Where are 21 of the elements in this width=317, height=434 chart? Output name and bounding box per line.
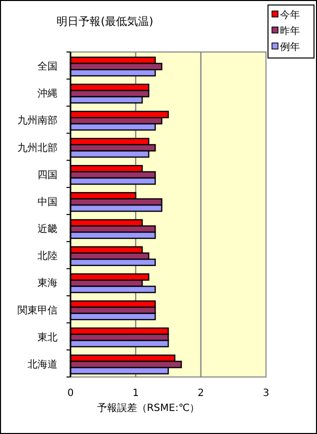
x-tick-label: 3 [262, 388, 270, 399]
legend-label: 今年 [280, 9, 300, 21]
legend-label: 例年 [280, 41, 300, 53]
x-tick-label: 2 [198, 388, 204, 399]
y-tick-label: 東北 [38, 331, 58, 344]
y-tick-label: 中国 [38, 196, 58, 208]
x-axis-title: 予報誤差（RSME:℃） [96, 402, 200, 414]
chart-title: 明日予報(最低気温) [56, 15, 154, 28]
legend-label: 昨年 [280, 25, 300, 37]
y-tick-label: 関東甲信 [18, 304, 58, 316]
y-tick-label: 全国 [38, 60, 58, 73]
x-tick-label: 1 [132, 388, 139, 399]
y-tick-label: 四国 [38, 170, 58, 181]
y-tick-label: 沖縄 [38, 88, 58, 100]
y-tick-label: 近畿 [38, 223, 58, 236]
y-tick-label: 東海 [38, 277, 58, 290]
y-tick-label: 九州南部 [18, 114, 58, 127]
y-tick-label: 北海道 [28, 358, 58, 370]
x-tick-label: 0 [67, 388, 74, 399]
y-tick-label: 北陸 [38, 250, 58, 262]
y-tick-label: 九州北部 [18, 142, 58, 154]
